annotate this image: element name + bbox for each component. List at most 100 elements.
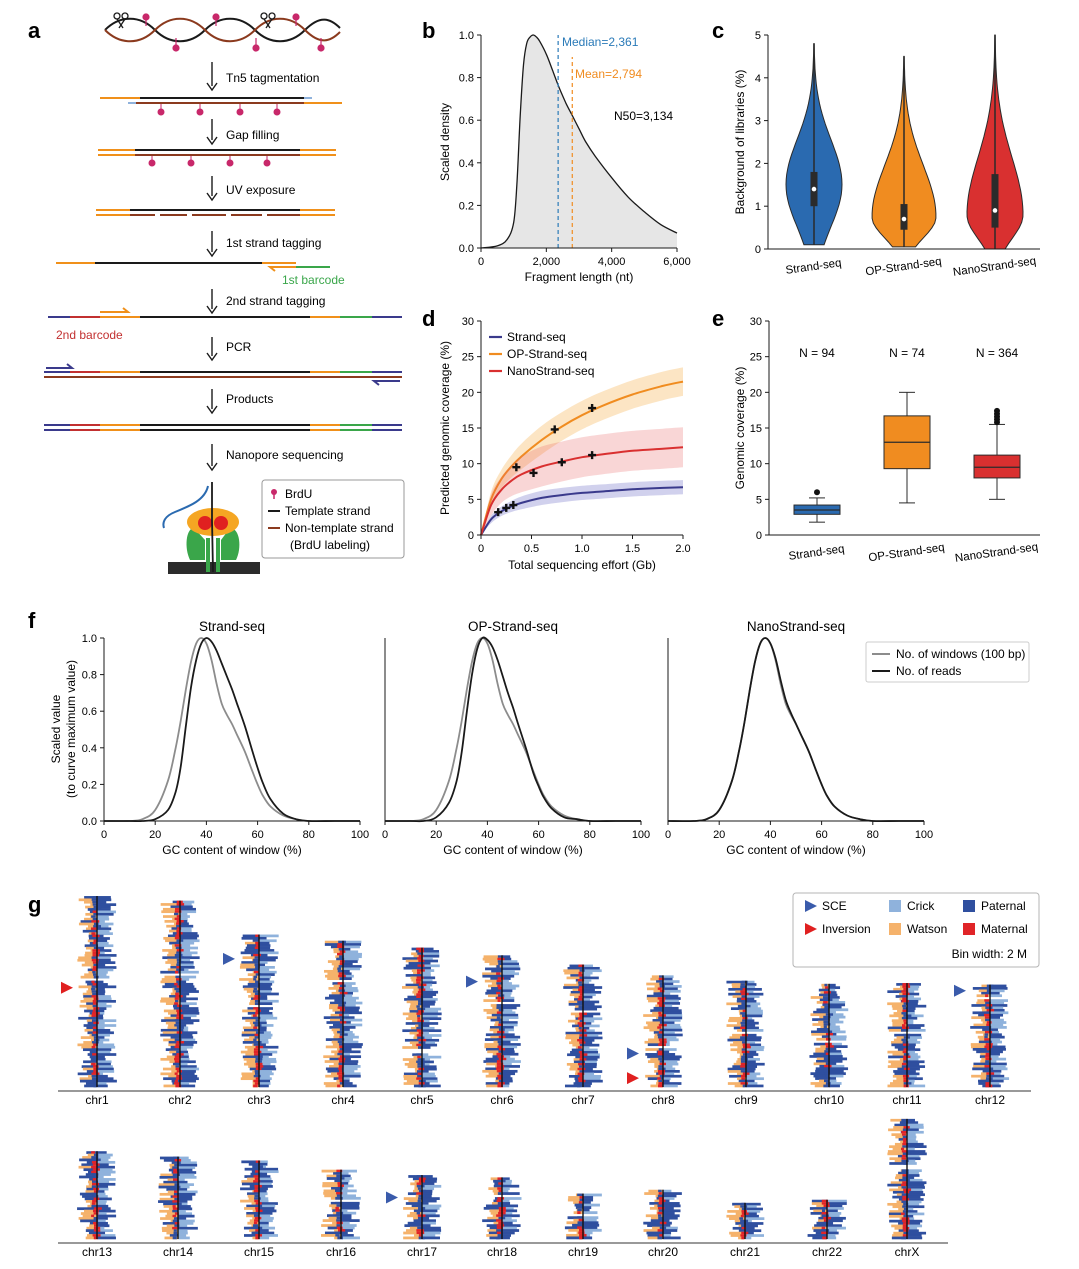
bin-core (742, 1084, 747, 1088)
bin-left (892, 1147, 907, 1151)
bin-left (333, 1077, 343, 1080)
bin-left (485, 1067, 502, 1071)
bin-right (583, 983, 595, 987)
bin-right (829, 993, 838, 997)
bin-left (889, 1162, 907, 1165)
bin-core (903, 1202, 909, 1206)
bin-core (984, 1055, 991, 1059)
bin-core (901, 1012, 907, 1015)
step-arrow-head (206, 136, 218, 146)
chromosome-chr17 (386, 1175, 442, 1240)
bin-right (341, 1231, 348, 1235)
bin-core (91, 1151, 96, 1154)
bin-right (259, 985, 271, 989)
bin-core (823, 1025, 827, 1029)
bin-right (422, 959, 439, 963)
bin-left (244, 1234, 259, 1237)
bin-left (247, 1194, 259, 1198)
bin-left (887, 1084, 907, 1088)
bin-core (174, 1045, 181, 1049)
bin-left (493, 1179, 502, 1183)
bin-right (583, 1077, 601, 1081)
bin-right (178, 1207, 193, 1211)
bin-right (583, 1231, 593, 1235)
bin-core (418, 1031, 424, 1035)
bin-right (827, 1216, 846, 1220)
bin-right (180, 934, 199, 938)
bin-left (242, 1074, 259, 1078)
bin-right (502, 1231, 515, 1235)
bin-left (164, 975, 180, 979)
bin-right (97, 1024, 117, 1027)
bin-right (502, 1050, 515, 1054)
bin-right (829, 1020, 844, 1024)
bin-left (244, 949, 259, 952)
bin-left (241, 1031, 259, 1035)
bin-core (91, 944, 99, 948)
f0-y-tick-label: 0.2 (82, 779, 97, 791)
bin-right (663, 1234, 671, 1237)
bin-left (972, 1011, 990, 1015)
bin-core (92, 1026, 98, 1030)
bin-right (97, 1212, 107, 1215)
chromosome-label-chr7: chr7 (571, 1093, 595, 1107)
bin-left (82, 929, 97, 933)
bin-core (91, 1072, 100, 1076)
bin-core (172, 1173, 180, 1177)
b-n50-label: N50=3,134 (614, 109, 673, 123)
bin-core (658, 1014, 666, 1017)
bin-core (577, 1072, 585, 1076)
d-y-tick-label: 20 (462, 387, 474, 399)
bin-right (746, 1067, 756, 1071)
bin-left (892, 1074, 907, 1078)
bin-right (259, 1197, 269, 1201)
bin-core (174, 1019, 179, 1022)
chromosome-label-chr13: chr13 (82, 1245, 112, 1259)
bin-right (422, 995, 433, 999)
bin-right (422, 1043, 438, 1047)
bin-core (822, 1207, 827, 1210)
bin-core (417, 986, 424, 989)
gap-filled-fragment (98, 149, 336, 167)
bin-core (91, 1192, 95, 1196)
bin-right (343, 955, 362, 959)
bin-right (97, 944, 114, 948)
bin-left (242, 934, 259, 938)
bin-left (242, 1041, 259, 1044)
bin-left (892, 1053, 907, 1056)
bin-right (907, 1038, 918, 1042)
bin-right (663, 1236, 681, 1240)
bin-right (97, 910, 116, 914)
bin-core (657, 1070, 666, 1073)
bin-right (990, 1013, 1004, 1017)
bin-right (97, 920, 105, 923)
bin-right (907, 992, 920, 996)
bin-right (746, 985, 756, 989)
bin-right (180, 946, 198, 950)
bin-right (907, 1138, 916, 1141)
bin-core (174, 1224, 180, 1228)
bin-core (255, 980, 259, 984)
bin-core (93, 922, 99, 926)
d-y-tick-label: 30 (462, 316, 474, 328)
bin-core (417, 1007, 426, 1011)
bin-right (502, 984, 520, 988)
bin-right (663, 999, 679, 1003)
bin-left (324, 1060, 343, 1063)
bin-right (97, 1077, 114, 1081)
bin-right (746, 980, 755, 984)
bin-right (907, 1121, 919, 1124)
bin-right (990, 1077, 1010, 1080)
bin-right (502, 1224, 521, 1227)
bin-left (81, 963, 97, 967)
bin-core (986, 1021, 992, 1024)
bin-core (658, 1192, 662, 1195)
bin-right (422, 998, 438, 1001)
bin-right (663, 994, 679, 998)
bin-core (253, 1041, 262, 1044)
bin-core (416, 947, 424, 951)
bin-left (818, 1079, 829, 1083)
bin-left (331, 1187, 341, 1190)
bin-left (981, 991, 990, 995)
bin-right (583, 1065, 597, 1069)
